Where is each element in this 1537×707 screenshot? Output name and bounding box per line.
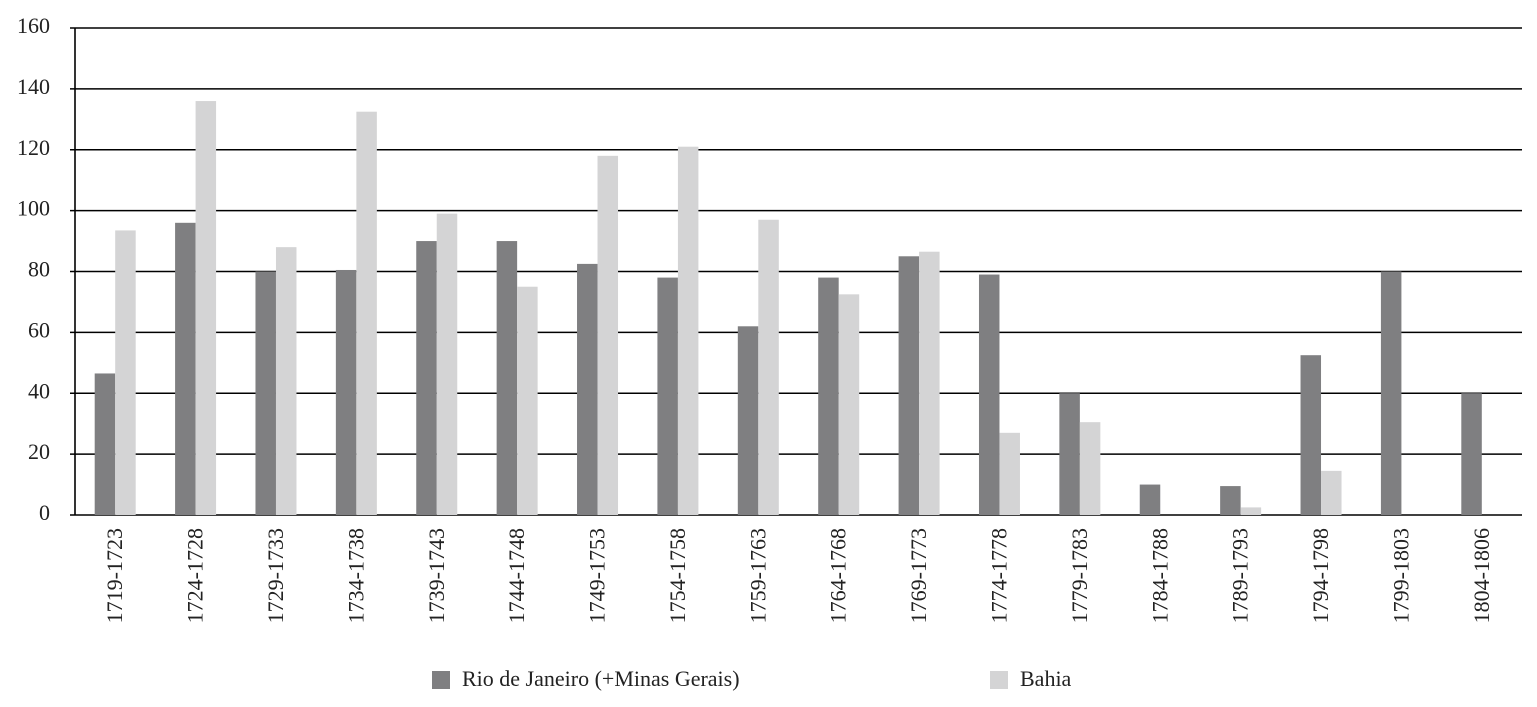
x-tick-label: 1804-1806 (1469, 528, 1494, 623)
bar (1300, 355, 1322, 515)
legend-label: Rio de Janeiro (+Minas Gerais) (462, 666, 740, 691)
bar (195, 101, 217, 516)
bar (737, 326, 759, 515)
bar (677, 146, 699, 516)
bar (818, 277, 839, 515)
x-tick-label: 1774-1778 (986, 528, 1011, 623)
x-tick-label: 1799-1803 (1388, 528, 1413, 623)
y-tick-label: 160 (17, 13, 50, 38)
bar (1220, 486, 1241, 515)
bar (1059, 393, 1080, 515)
x-tick-label: 1734-1738 (343, 528, 368, 623)
x-tick-label: 1739-1743 (424, 528, 449, 623)
bar (597, 155, 619, 515)
bar (416, 241, 437, 515)
x-tick-label: 1769-1773 (906, 528, 931, 623)
bar (436, 213, 458, 515)
legend-swatch (432, 671, 450, 689)
y-tick-label: 60 (28, 317, 50, 342)
bar (657, 277, 678, 515)
bar (175, 222, 196, 516)
bar (275, 247, 297, 515)
x-tick-label: 1764-1768 (826, 528, 851, 623)
bar (1139, 484, 1161, 515)
bar (1240, 507, 1262, 515)
bar (255, 271, 276, 515)
x-tick-label: 1794-1798 (1308, 528, 1333, 623)
bar (577, 263, 598, 515)
bar (1380, 271, 1402, 515)
x-tick-label: 1729-1733 (263, 528, 288, 623)
x-tick-label: 1754-1758 (665, 528, 690, 623)
bar (1461, 393, 1482, 515)
x-tick-label: 1779-1783 (1067, 528, 1092, 623)
bar (517, 286, 538, 515)
bar (356, 111, 377, 515)
y-tick-label: 40 (28, 378, 50, 403)
y-tick-label: 100 (17, 196, 50, 221)
x-tick-label: 1789-1793 (1228, 528, 1253, 623)
bar (496, 241, 518, 515)
y-tick-label: 0 (39, 500, 50, 525)
bar (838, 294, 860, 515)
x-tick-label: 1724-1728 (183, 528, 208, 623)
bar (999, 432, 1020, 515)
legend-label: Bahia (1020, 666, 1072, 691)
x-tick-label: 1719-1723 (102, 528, 127, 623)
bar (978, 274, 1000, 515)
y-tick-label: 120 (17, 135, 50, 160)
bar (898, 256, 920, 515)
bar (94, 373, 116, 515)
bar (335, 269, 357, 515)
bar (758, 219, 779, 515)
x-tick-label: 1744-1748 (504, 528, 529, 623)
bar (115, 230, 136, 516)
y-tick-label: 20 (28, 439, 50, 464)
y-tick-label: 140 (17, 74, 50, 99)
x-tick-label: 1759-1763 (745, 528, 770, 623)
bar (1321, 470, 1342, 515)
bar (1079, 422, 1101, 515)
legend-swatch (990, 671, 1008, 689)
bar (919, 251, 940, 515)
x-tick-label: 1784-1788 (1147, 528, 1172, 623)
y-tick-label: 80 (28, 257, 50, 282)
x-tick-label: 1749-1753 (585, 528, 610, 623)
